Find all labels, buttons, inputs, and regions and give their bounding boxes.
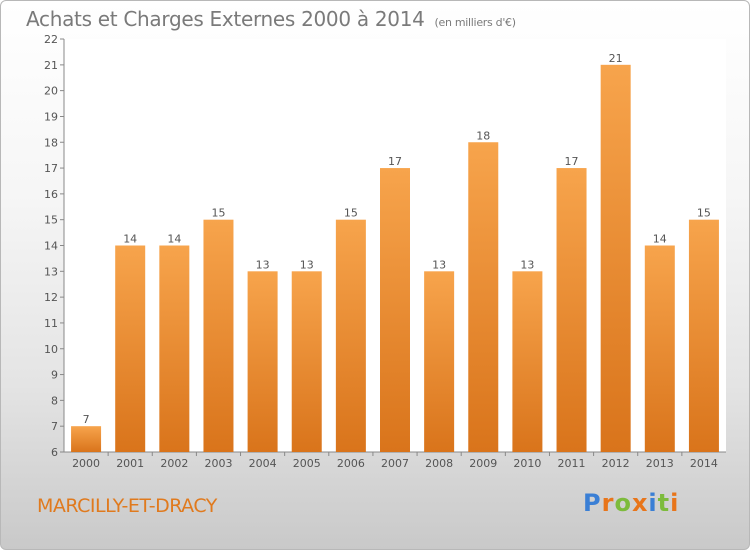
logo-letter: o: [614, 489, 632, 517]
bar-value-label: 13: [300, 258, 314, 271]
y-tick-label: 18: [44, 136, 58, 149]
bar-2010: [512, 271, 543, 452]
logo-letter: t: [657, 489, 671, 517]
y-tick-label: 9: [51, 369, 58, 382]
bar-value-label: 15: [211, 207, 225, 220]
chart-title: Achats et Charges Externes 2000 à 2014 (e…: [26, 7, 516, 31]
y-tick-label: 17: [44, 162, 58, 175]
bar-value-label: 15: [344, 207, 358, 220]
x-tick-label: 2006: [337, 457, 365, 470]
x-tick-label: 2004: [249, 457, 277, 470]
x-tick-label: 2011: [558, 457, 586, 470]
bar-2011: [556, 168, 587, 452]
y-tick-label: 15: [44, 214, 58, 227]
y-tick-label: 16: [44, 188, 58, 201]
bar-2007: [380, 168, 410, 452]
logo-letter: P: [583, 489, 602, 517]
y-tick-label: 8: [51, 394, 58, 407]
bar-2000: [71, 426, 102, 452]
bar-value-label: 14: [123, 233, 137, 246]
y-tick-label: 13: [44, 265, 58, 278]
y-tick-label: 21: [44, 59, 58, 72]
y-tick-label: 22: [44, 33, 58, 46]
bar-value-label: 7: [83, 413, 90, 426]
bar-value-label: 18: [476, 129, 490, 142]
x-tick-label: 2007: [381, 457, 409, 470]
x-tick-label: 2009: [469, 457, 497, 470]
y-tick-label: 11: [44, 317, 58, 330]
y-tick-label: 19: [44, 110, 58, 123]
bar-value-label: 17: [388, 155, 402, 168]
proxiti-logo: Proxiti: [583, 489, 679, 517]
y-tick-label: 6: [51, 446, 58, 459]
x-tick-label: 2014: [690, 457, 718, 470]
logo-letter: x: [631, 489, 649, 517]
bar-2012: [600, 64, 631, 452]
bar-value-label: 14: [653, 233, 667, 246]
x-tick-label: 2008: [425, 457, 453, 470]
y-tick-label: 14: [44, 240, 58, 253]
bar-value-label: 13: [432, 258, 446, 271]
bar-2006: [335, 219, 366, 452]
x-tick-label: 2001: [116, 457, 144, 470]
x-tick-label: 2010: [513, 457, 541, 470]
bar-value-label: 21: [609, 52, 623, 65]
bar-2013: [644, 245, 675, 452]
bar-value-label: 13: [256, 258, 270, 271]
x-tick-label: 2002: [160, 457, 188, 470]
bar-2014: [688, 219, 719, 452]
y-tick-label: 12: [44, 291, 58, 304]
commune-name: MARCILLY-ET-DRACY: [37, 495, 217, 517]
title-text: Achats et Charges Externes 2000 à 2014: [26, 7, 425, 31]
y-axis: 6 7 8 9 10 11 12 13 14 15 16 17 18 19 20 21 22: [44, 33, 65, 459]
bar-value-label: 14: [167, 233, 181, 246]
bar-2001: [115, 245, 146, 452]
bar-2008: [424, 271, 455, 452]
bar-2002: [159, 245, 190, 452]
bar-value-label: 17: [565, 155, 579, 168]
logo-letter: i: [648, 489, 658, 517]
chart-subtitle: (en milliers d'€): [434, 16, 516, 29]
x-axis: 2000 2001 2002 2003 2004 2005 2006 2007 2008 2009…: [64, 451, 726, 470]
bar-2004: [247, 271, 278, 452]
logo-letter: i: [670, 489, 680, 517]
bar-value-label: 15: [697, 207, 711, 220]
bars: 7 14 14 15 13 13 15 17 13 18 13 17 21 14 15: [71, 52, 719, 452]
y-tick-label: 10: [44, 343, 58, 356]
bar-value-label: 13: [520, 258, 534, 271]
x-tick-label: 2003: [204, 457, 232, 470]
y-tick-label: 20: [44, 85, 58, 98]
x-tick-label: 2000: [72, 457, 100, 470]
logo-letter: r: [601, 489, 615, 517]
bar-2003: [203, 219, 234, 452]
x-tick-label: 2012: [602, 457, 630, 470]
x-tick-label: 2005: [293, 457, 321, 470]
x-tick-label: 2013: [646, 457, 674, 470]
bar-2009: [468, 142, 499, 452]
bar-2005: [291, 271, 322, 452]
y-tick-label: 7: [51, 420, 58, 433]
